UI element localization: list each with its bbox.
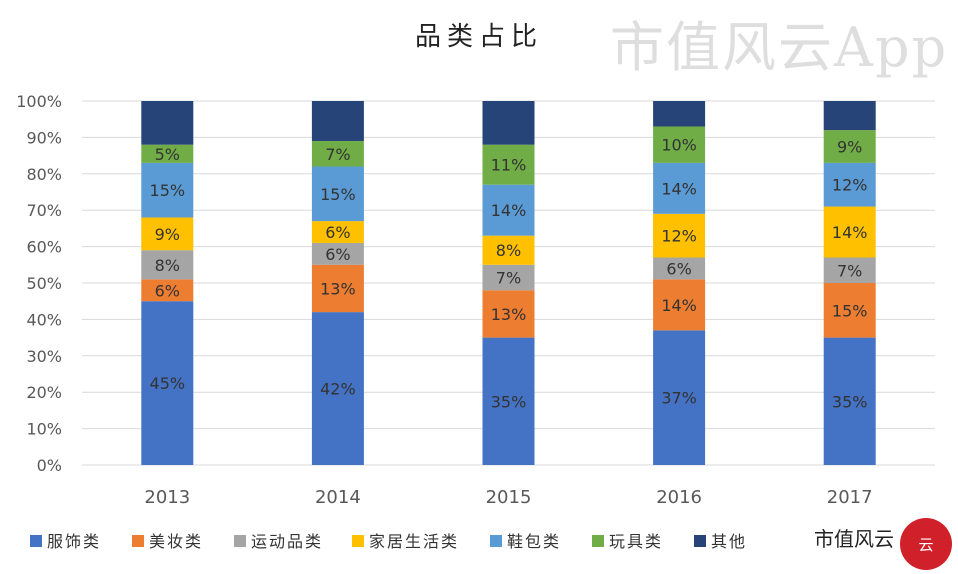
bar-segment xyxy=(482,101,535,145)
bar-segment xyxy=(311,264,364,313)
x-tick-label: 2015 xyxy=(486,487,532,508)
data-label: 14% xyxy=(832,223,868,242)
x-tick-label: 2016 xyxy=(656,487,702,508)
bar-segment xyxy=(823,337,876,465)
bar-segment xyxy=(141,101,194,145)
x-tick-label: 2014 xyxy=(315,487,361,508)
bar-segment xyxy=(823,162,876,207)
legend-label: 美妆类 xyxy=(149,532,203,551)
data-label: 7% xyxy=(837,261,862,280)
legend-label: 鞋包类 xyxy=(507,532,561,551)
data-label: 6% xyxy=(666,259,691,278)
bar-segment xyxy=(653,279,706,331)
bar-segment xyxy=(653,101,706,127)
bar-segment xyxy=(653,330,706,465)
data-label: 12% xyxy=(661,227,697,246)
legend-swatch xyxy=(132,535,144,547)
data-label: 7% xyxy=(325,145,350,164)
logo-badge: 云 xyxy=(900,518,952,570)
bar-segment xyxy=(823,206,876,258)
y-tick-label: 80% xyxy=(26,165,62,184)
legend-swatch xyxy=(592,535,604,547)
data-label: 7% xyxy=(496,269,521,288)
data-label: 35% xyxy=(832,392,868,411)
data-label: 9% xyxy=(837,138,862,157)
data-label: 8% xyxy=(155,256,180,275)
data-label: 14% xyxy=(661,296,697,315)
y-tick-label: 50% xyxy=(26,274,62,293)
data-label: 15% xyxy=(832,301,868,320)
bar-segment xyxy=(311,141,364,167)
bar-segment xyxy=(823,283,876,338)
y-tick-label: 100% xyxy=(16,92,62,111)
bar-segment xyxy=(141,250,194,280)
y-tick-label: 40% xyxy=(26,310,62,329)
data-label: 10% xyxy=(661,136,697,155)
legend-label: 运动品类 xyxy=(251,532,323,551)
x-tick-label: 2013 xyxy=(144,487,190,508)
y-tick-label: 0% xyxy=(37,456,62,475)
data-label: 14% xyxy=(661,179,697,198)
legend-label: 其他 xyxy=(711,532,747,551)
data-label: 12% xyxy=(832,176,868,195)
data-label: 6% xyxy=(325,223,350,242)
data-label: 37% xyxy=(661,389,697,408)
bar-segment xyxy=(311,221,364,243)
data-label: 13% xyxy=(491,305,527,324)
legend-swatch xyxy=(352,535,364,547)
data-label: 6% xyxy=(325,245,350,264)
data-label: 15% xyxy=(150,181,186,200)
legend-label: 服饰类 xyxy=(47,532,101,551)
bar-segment xyxy=(823,257,876,283)
y-tick-label: 60% xyxy=(26,238,62,257)
legend-swatch xyxy=(490,535,502,547)
bar-segment xyxy=(653,162,706,214)
y-tick-label: 90% xyxy=(26,128,62,147)
data-label: 15% xyxy=(320,185,356,204)
data-label: 42% xyxy=(320,380,356,399)
data-label: 6% xyxy=(155,281,180,300)
bar-segment xyxy=(823,130,876,163)
legend-label: 玩具类 xyxy=(609,532,663,551)
x-tick-label: 2017 xyxy=(827,487,873,508)
bar-segment xyxy=(141,301,194,465)
bar-segment xyxy=(311,312,364,465)
data-label: 14% xyxy=(491,201,527,220)
bar-segment xyxy=(653,213,706,258)
data-label: 13% xyxy=(320,279,356,298)
bar-segment xyxy=(141,279,194,302)
legend-swatch xyxy=(234,535,246,547)
bar-segment xyxy=(653,126,706,163)
y-tick-label: 10% xyxy=(26,420,62,439)
data-label: 5% xyxy=(155,145,180,164)
bar-segment xyxy=(482,144,535,185)
data-label: 8% xyxy=(496,241,521,260)
y-tick-label: 20% xyxy=(26,383,62,402)
y-tick-label: 30% xyxy=(26,347,62,366)
bar-segment xyxy=(141,144,194,163)
chart-title: 品类占比 xyxy=(415,22,543,52)
bar-segment xyxy=(482,337,535,465)
bar-segment xyxy=(141,162,194,218)
legend-swatch xyxy=(694,535,706,547)
logo-text: 市值风云 xyxy=(814,527,894,551)
bar-segment xyxy=(311,242,364,265)
data-label: 11% xyxy=(491,156,527,175)
bar-segment xyxy=(823,101,876,131)
bar-segment xyxy=(482,264,535,291)
data-label: 45% xyxy=(150,374,186,393)
bar-segment xyxy=(311,166,364,222)
y-tick-label: 70% xyxy=(26,201,62,220)
bar-segment xyxy=(141,217,194,251)
bar-segment xyxy=(482,184,535,236)
data-label: 35% xyxy=(491,392,527,411)
bar-segment xyxy=(311,101,364,142)
bar-segment xyxy=(482,290,535,338)
legend-swatch xyxy=(30,535,42,547)
bar-segment xyxy=(653,257,706,280)
data-label: 9% xyxy=(155,225,180,244)
bar-segment xyxy=(482,235,535,265)
legend-label: 家居生活类 xyxy=(369,532,459,551)
